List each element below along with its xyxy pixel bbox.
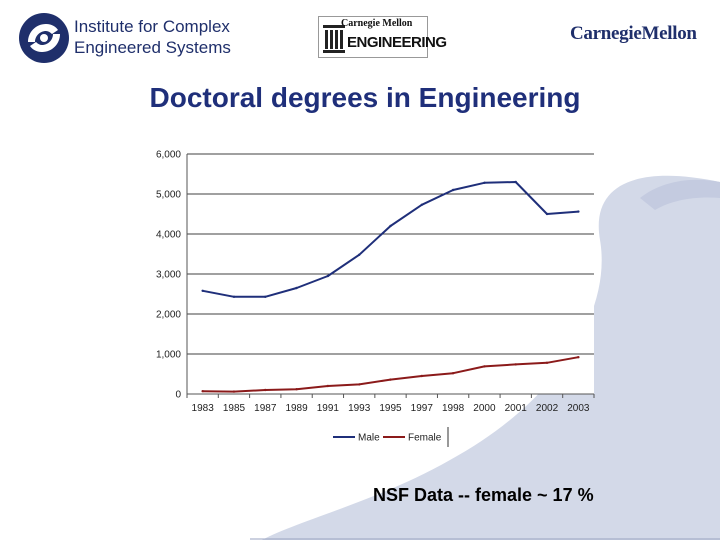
data-point-female [232, 390, 236, 393]
footnote: NSF Data -- female ~ 17 % [373, 485, 594, 505]
icse-logo: Institute for Complex Engineered Systems [18, 12, 233, 64]
y-tick-label: 6,000 [156, 150, 181, 161]
data-point-male [295, 286, 298, 290]
data-point-female [201, 390, 204, 393]
data-point-male [357, 253, 361, 256]
y-tick-label: 2,000 [156, 310, 181, 321]
legend-label-female: Female [408, 433, 442, 444]
x-tick-label: 1997 [411, 403, 434, 414]
icse-logo-mark-icon [19, 13, 69, 63]
carnegie-mellon-logo: CarnegieMellon [570, 23, 697, 44]
engineering-logo-top-text: Carnegie Mellon [341, 18, 413, 29]
data-point-male [577, 210, 580, 213]
x-tick-label: 2000 [473, 403, 496, 414]
page-title: Doctoral degrees in Engineering [149, 82, 581, 113]
data-point-male [545, 212, 549, 216]
data-point-male [389, 224, 392, 228]
data-point-male [514, 180, 517, 184]
x-tick-label: 1998 [442, 403, 465, 414]
x-tick-label: 1995 [379, 403, 402, 414]
x-tick-label: 1987 [254, 403, 277, 414]
icse-logo-text: Institute for Complex Engineered Systems [74, 17, 231, 57]
data-point-male [201, 289, 204, 292]
x-tick-label: 1993 [348, 403, 371, 414]
x-tick-label: 2003 [567, 403, 590, 414]
data-point-male [326, 274, 330, 278]
data-point-male [451, 188, 455, 192]
x-tick-label: 2002 [536, 403, 559, 414]
x-tick-label: 1989 [285, 403, 308, 414]
data-point-female [295, 388, 298, 391]
x-tick-label: 2001 [505, 403, 528, 414]
data-point-male [264, 295, 267, 298]
y-tick-label: 1,000 [156, 350, 181, 361]
engineering-logo-bottom-text: ENGINEERING [347, 34, 447, 51]
data-point-female [451, 372, 455, 375]
data-point-female [483, 365, 486, 368]
columns-icon [323, 25, 345, 53]
x-tick-label: 1991 [317, 403, 340, 414]
data-point-female [514, 363, 517, 366]
x-tick-label: 1985 [223, 403, 246, 414]
data-point-male [420, 203, 424, 206]
x-tick-label: 1983 [192, 403, 215, 414]
data-point-female [420, 374, 424, 378]
y-tick-label: 3,000 [156, 270, 181, 281]
data-point-female [264, 388, 267, 392]
data-point-female [357, 383, 361, 386]
data-point-female [326, 384, 330, 388]
data-point-female [545, 361, 549, 364]
line-chart: 0 1,000 2,000 3,000 4,000 5,000 6,000 1983 1985 1… [156, 150, 595, 447]
data-point-female [577, 356, 580, 359]
data-point-female [389, 378, 392, 381]
y-tick-label: 0 [175, 390, 181, 401]
legend-label-male: Male [358, 433, 380, 444]
data-point-male [232, 295, 236, 298]
y-tick-label: 4,000 [156, 230, 181, 241]
engineering-logo: Carnegie Mellon ENGINEERING [318, 16, 447, 58]
data-point-male [483, 181, 486, 184]
y-tick-label: 5,000 [156, 190, 181, 201]
